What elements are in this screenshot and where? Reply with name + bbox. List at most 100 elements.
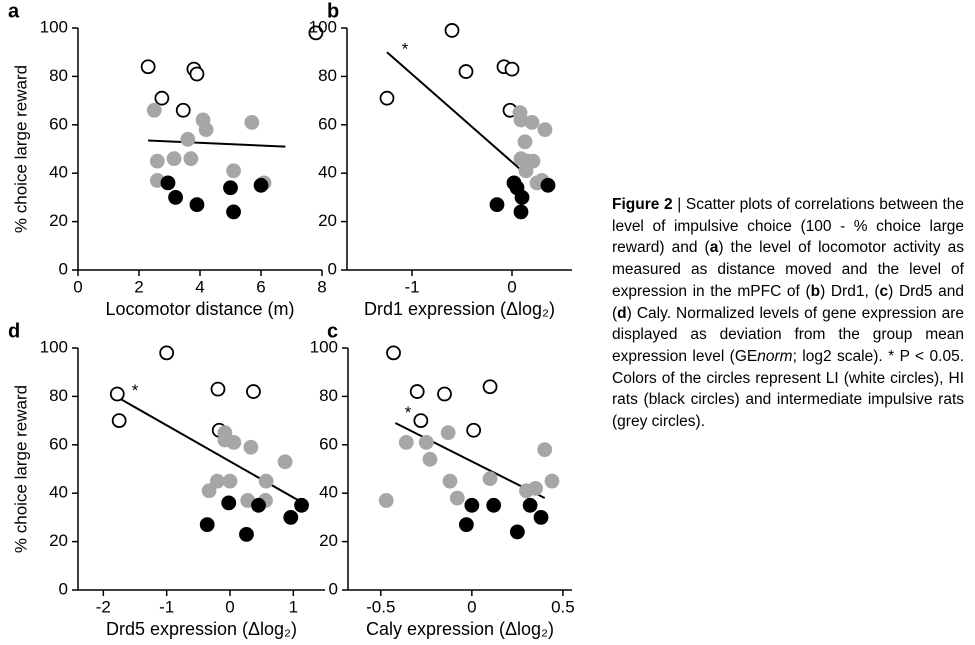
point xyxy=(246,384,261,399)
point xyxy=(223,180,238,196)
point xyxy=(513,204,529,220)
caption: Figure 2 | Scatter plots of correlations… xyxy=(612,194,964,433)
x-tick-label: -2 xyxy=(96,597,111,616)
point xyxy=(294,497,309,513)
y-tick-label: 80 xyxy=(49,66,68,85)
caption-text: ) Drd5 and ( xyxy=(612,282,965,322)
caption-text: | Scatter plots of correlations between … xyxy=(612,196,964,257)
point xyxy=(189,66,205,82)
y-tick-label: 0 xyxy=(59,259,68,278)
y-tick-label: 100 xyxy=(309,17,337,36)
y-tick-label: 100 xyxy=(40,17,68,36)
point xyxy=(283,510,299,525)
point xyxy=(517,134,533,150)
point xyxy=(458,64,474,79)
caption-text: ) the level of locomotor activity as mea… xyxy=(612,239,964,300)
point xyxy=(514,189,530,205)
x-tick-label: 1 xyxy=(289,597,298,616)
caption-text: ) Caly. Normalized levels of gene expres… xyxy=(612,304,964,365)
point xyxy=(199,517,215,533)
panel-label: d xyxy=(8,320,20,342)
point xyxy=(166,151,182,167)
point xyxy=(518,163,534,179)
point xyxy=(525,153,541,169)
point xyxy=(379,90,395,106)
y-tick-label: 80 xyxy=(318,66,337,85)
point xyxy=(154,90,170,106)
y-tick-label: 20 xyxy=(49,211,68,230)
fit-line xyxy=(148,139,286,148)
point xyxy=(210,381,226,397)
y-axis-label: % choice large reward xyxy=(11,385,30,553)
point xyxy=(489,197,505,213)
fit-line xyxy=(386,51,523,172)
point xyxy=(308,25,324,41)
point xyxy=(198,122,214,138)
panel-label: b xyxy=(327,0,339,22)
x-axis-label: Locomotor distance (m) xyxy=(105,299,294,319)
caption-text: d xyxy=(617,304,627,322)
point xyxy=(386,345,401,361)
point xyxy=(189,197,205,213)
annotation: * xyxy=(405,403,412,422)
y-tick-label: 0 xyxy=(328,259,337,278)
x-tick-label: 8 xyxy=(317,277,326,296)
x-tick-label: -0.5 xyxy=(366,597,395,616)
y-axis-label: % choice large reward xyxy=(11,65,30,233)
x-tick-label: 2 xyxy=(134,277,143,296)
point xyxy=(226,204,241,220)
annotation: * xyxy=(132,381,139,400)
point xyxy=(482,471,498,487)
x-tick-label: 0 xyxy=(225,597,234,616)
point xyxy=(464,497,480,513)
panel-label: a xyxy=(8,0,20,22)
x-tick-label: 4 xyxy=(195,277,204,296)
point xyxy=(253,177,269,193)
point xyxy=(180,131,196,147)
x-axis-label: Drd1 expression (Δlog₂) xyxy=(364,299,555,319)
point xyxy=(422,451,438,467)
point xyxy=(149,153,165,169)
x-tick-label: 6 xyxy=(256,277,265,296)
point xyxy=(486,497,502,513)
x-tick-label: 0.5 xyxy=(551,597,575,616)
x-tick-label: 0 xyxy=(467,597,476,616)
point xyxy=(437,386,452,402)
caption-text: a xyxy=(709,239,719,257)
y-tick-label: 20 xyxy=(49,531,68,550)
point xyxy=(243,439,259,455)
point xyxy=(522,497,538,513)
point xyxy=(201,483,217,499)
point xyxy=(140,59,156,75)
point xyxy=(504,61,520,77)
point xyxy=(540,177,556,193)
point xyxy=(413,413,429,429)
point xyxy=(239,526,254,542)
y-tick-label: 60 xyxy=(49,114,68,133)
point xyxy=(524,114,540,130)
point xyxy=(159,345,175,361)
caption-text: ) Drd1, ( xyxy=(820,282,880,300)
point xyxy=(537,122,553,138)
x-tick-label: -1 xyxy=(159,597,174,616)
point xyxy=(175,102,191,118)
point xyxy=(466,422,482,438)
point xyxy=(222,473,238,489)
caption-text: Figure 2 xyxy=(612,196,673,213)
y-tick-label: 40 xyxy=(318,163,337,182)
y-tick-label: 100 xyxy=(40,337,68,356)
y-tick-label: 60 xyxy=(49,434,68,453)
point xyxy=(168,189,184,205)
point xyxy=(160,175,176,191)
point xyxy=(444,23,460,38)
point xyxy=(258,473,274,489)
y-tick-label: 100 xyxy=(310,337,338,356)
y-tick-label: 40 xyxy=(49,163,68,182)
caption-text: b xyxy=(810,282,821,300)
point xyxy=(482,379,498,395)
point xyxy=(226,163,241,179)
x-axis-label: Drd5 expression (Δlog₂) xyxy=(106,619,297,639)
caption-text: norm xyxy=(757,347,793,365)
y-tick-label: 0 xyxy=(59,579,68,598)
